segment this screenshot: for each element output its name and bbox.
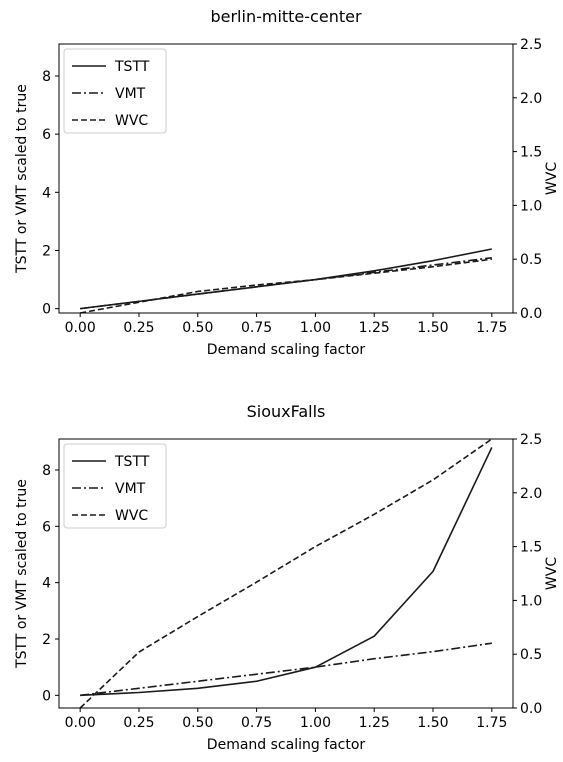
legend-label: VMT xyxy=(115,86,146,102)
y2-tick-label: 0.5 xyxy=(520,647,542,663)
y-axis-label: TSTT or VMT scaled to true xyxy=(14,479,30,669)
chart-title: SiouxFalls xyxy=(247,402,326,421)
chart-title: berlin-mitte-center xyxy=(210,7,361,26)
series-line-wvc xyxy=(80,258,492,314)
y-tick-label: 6 xyxy=(42,127,51,143)
legend: TSTT VMT WVC xyxy=(63,443,167,529)
y2-tick-label: 0.5 xyxy=(520,252,542,268)
series-line-vmt xyxy=(80,642,492,697)
series-line-vmt xyxy=(80,256,492,310)
x-tick-label: 0.00 xyxy=(65,320,96,336)
y2-tick-label: 2.5 xyxy=(520,432,542,448)
y2-tick-label: 1.5 xyxy=(520,540,542,556)
series-group xyxy=(80,248,492,314)
x-tick-label: 1.50 xyxy=(417,715,448,731)
y-tick-label: 4 xyxy=(42,185,51,201)
y-tick-label: 6 xyxy=(42,519,51,535)
y2-tick-label: 1.0 xyxy=(520,198,542,214)
x-tick-label: 0.25 xyxy=(123,715,154,731)
legend-label: VMT xyxy=(115,481,146,497)
y-tick-label: 8 xyxy=(42,463,51,479)
y2-tick-label: 2.0 xyxy=(520,91,542,107)
axes-frame xyxy=(58,438,514,709)
y2-tick-label: 1.0 xyxy=(520,593,542,609)
legend-label: WVC xyxy=(115,508,148,524)
x-tick-label: 0.75 xyxy=(241,320,272,336)
x-tick-label: 1.00 xyxy=(300,715,331,731)
series-line-wvc xyxy=(79,438,493,709)
y2-tick-label: 0.0 xyxy=(520,701,542,717)
y-tick-label: 8 xyxy=(42,69,51,85)
x-axis-label: Demand scaling factor xyxy=(207,737,366,753)
series-line-tstt xyxy=(80,248,492,310)
x-tick-label: 0.50 xyxy=(182,715,213,731)
y-tick-label: 0 xyxy=(42,302,51,318)
y-axis-label: TSTT or VMT scaled to true xyxy=(14,84,30,274)
x-tick-label: 1.50 xyxy=(417,320,448,336)
x-tick-label: 0.75 xyxy=(241,715,272,731)
series-group xyxy=(79,438,493,709)
y-tick-label: 2 xyxy=(42,243,51,259)
series-line-tstt xyxy=(80,447,493,697)
y2-tick-label: 2.5 xyxy=(520,37,542,53)
y-tick-label: 2 xyxy=(42,632,51,648)
x-tick-label: 1.00 xyxy=(300,320,331,336)
x-tick-label: 0.00 xyxy=(65,715,96,731)
y2-axis-label: WVC xyxy=(544,557,560,590)
y2-tick-label: 1.5 xyxy=(520,145,542,161)
x-tick-label: 0.25 xyxy=(123,320,154,336)
axes-frame xyxy=(58,43,514,314)
x-tick-label: 1.75 xyxy=(476,715,507,731)
legend-label: TSTT xyxy=(114,454,150,470)
x-tick-label: 1.25 xyxy=(359,715,390,731)
y-tick-label: 0 xyxy=(42,688,51,704)
x-axis-label: Demand scaling factor xyxy=(207,342,366,358)
x-tick-label: 0.50 xyxy=(182,320,213,336)
y2-tick-label: 2.0 xyxy=(520,486,542,502)
x-tick-label: 1.75 xyxy=(476,320,507,336)
legend-box xyxy=(63,443,167,529)
legend-label: WVC xyxy=(115,113,148,129)
x-tick-label: 1.25 xyxy=(359,320,390,336)
y-tick-label: 4 xyxy=(42,576,51,592)
y2-tick-label: 0.0 xyxy=(520,306,542,322)
legend-label: TSTT xyxy=(114,59,150,75)
y2-axis-label: WVC xyxy=(544,162,560,195)
legend: TSTT VMT WVC xyxy=(63,48,167,134)
legend-box xyxy=(63,48,167,134)
